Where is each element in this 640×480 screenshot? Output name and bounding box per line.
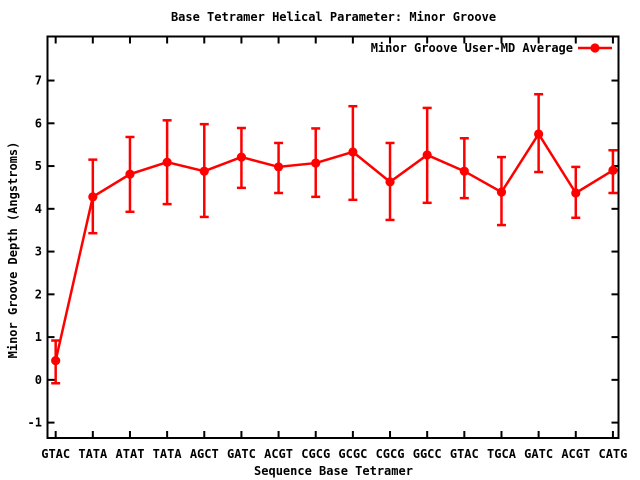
- x-tick-label: GCGC: [338, 447, 367, 461]
- x-tick-label: TATA: [78, 447, 108, 461]
- data-point: [273, 162, 284, 172]
- legend: Minor Groove User-MD Average: [371, 41, 612, 55]
- y-tick-label: 6: [35, 116, 42, 130]
- x-tick-label: ATAT: [116, 447, 145, 461]
- x-tick-label: GTAC: [41, 447, 70, 461]
- legend-line-marker-icon: [578, 43, 612, 53]
- data-point: [385, 177, 395, 187]
- data-point: [608, 165, 618, 175]
- y-tick-label: 4: [35, 202, 42, 216]
- y-tick-label: 3: [35, 245, 42, 259]
- chart-title: Base Tetramer Helical Parameter: Minor G…: [170, 10, 497, 24]
- x-tick-label: TGCA: [487, 447, 517, 461]
- x-tick-label: GTAC: [450, 447, 479, 461]
- x-tick-label: ACGT: [561, 447, 590, 461]
- data-point: [311, 158, 321, 168]
- y-tick-label: 1: [35, 330, 42, 344]
- x-tick-label: ACGT: [264, 447, 293, 461]
- data-point: [51, 356, 61, 366]
- data-point: [236, 152, 247, 162]
- y-tick-label: 2: [35, 287, 42, 301]
- x-tick-label: CGCG: [376, 447, 405, 461]
- data-point: [125, 169, 135, 179]
- x-tick-label: GATC: [524, 447, 553, 461]
- data-point: [459, 166, 469, 176]
- plot-border: [46, 35, 620, 439]
- x-tick-label: AGCT: [190, 447, 219, 461]
- x-tick-label: GATC: [227, 447, 256, 461]
- data-point: [199, 166, 209, 176]
- series-line: [54, 131, 614, 361]
- y-tick-label: 0: [35, 373, 42, 387]
- data-point: [534, 129, 544, 139]
- data-point: [162, 157, 172, 167]
- data-point: [348, 147, 358, 157]
- data-point: [496, 187, 507, 197]
- y-tick-label: -1: [28, 416, 42, 430]
- data-point: [422, 150, 432, 160]
- x-tick-label: GGCC: [413, 447, 442, 461]
- legend-series-label: Minor Groove User-MD Average: [370, 41, 573, 55]
- y-tick-label: 5: [35, 159, 42, 173]
- y-tick-label: 7: [35, 74, 42, 88]
- x-axis-title: Sequence Base Tetramer: [254, 464, 413, 478]
- x-tick-label: CGCG: [301, 447, 330, 461]
- data-point: [571, 188, 581, 198]
- y-axis-title: Minor Groove Depth (Angstroms): [6, 141, 20, 359]
- data-point: [88, 192, 98, 202]
- x-tick-label: TATA: [153, 447, 183, 461]
- x-tick-label: CATG: [598, 447, 627, 461]
